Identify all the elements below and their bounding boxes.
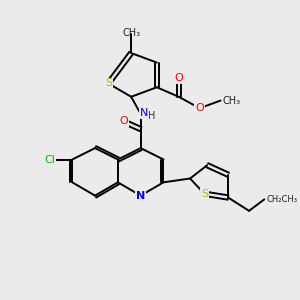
- Text: CH₂CH₃: CH₂CH₃: [266, 195, 297, 204]
- Text: Cl: Cl: [44, 154, 55, 164]
- Text: H: H: [148, 111, 156, 121]
- Text: O: O: [174, 73, 183, 83]
- Text: CH₃: CH₃: [222, 96, 241, 106]
- Text: S: S: [201, 189, 208, 199]
- Text: O: O: [195, 103, 204, 113]
- Text: O: O: [119, 116, 128, 127]
- Text: CH₃: CH₃: [122, 28, 140, 38]
- Text: S: S: [105, 79, 112, 88]
- Text: N: N: [140, 108, 149, 118]
- Text: N: N: [136, 190, 145, 201]
